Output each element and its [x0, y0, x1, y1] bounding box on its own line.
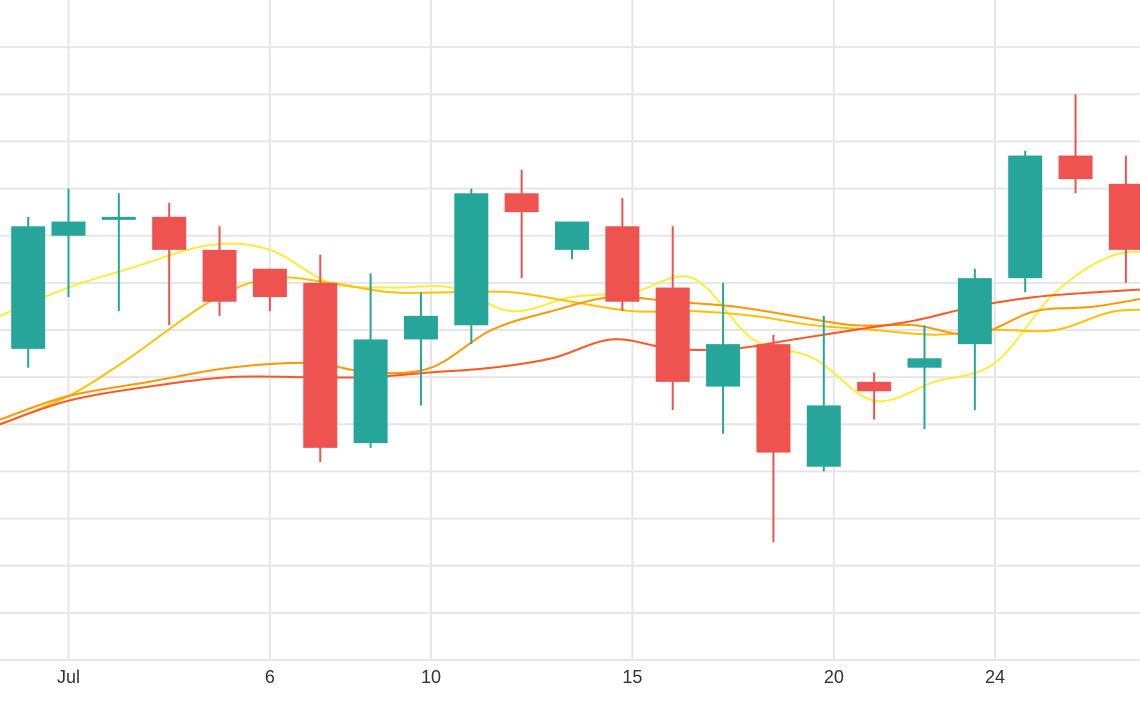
candle-body	[252, 268, 287, 297]
candle-10	[454, 188, 489, 345]
x-tick-label: 20	[824, 667, 844, 687]
grid-lines	[0, 0, 1140, 661]
candle-body	[101, 216, 136, 220]
candle-16	[756, 334, 791, 543]
candle-19	[907, 325, 942, 429]
candle-body	[907, 358, 942, 368]
candle-4	[152, 202, 187, 326]
x-tick-label: 6	[265, 667, 275, 687]
candle-body	[806, 405, 841, 467]
candle-23	[1108, 155, 1140, 283]
candle-body	[756, 344, 791, 453]
candle-8	[353, 273, 388, 448]
candle-body	[857, 381, 892, 392]
candle-body	[403, 315, 438, 340]
candle-body	[1058, 155, 1093, 180]
x-axis-ticks: Jul 6 10 15 20 24	[57, 667, 1005, 687]
candle-13	[605, 198, 640, 312]
candle-18	[857, 372, 892, 420]
candle-body	[555, 221, 590, 250]
candle-body	[11, 226, 46, 349]
candle-body	[303, 282, 338, 448]
candle-7	[303, 254, 338, 462]
candle-body	[454, 193, 489, 326]
x-tick-label: 10	[421, 667, 441, 687]
candle-9	[403, 292, 438, 406]
candle-body	[51, 221, 86, 236]
candle-body	[152, 216, 187, 250]
candle-body	[1108, 183, 1140, 250]
candle-body	[202, 249, 237, 302]
x-tick-label: Jul	[57, 667, 80, 687]
candle-1	[11, 216, 46, 368]
candle-body	[605, 226, 640, 302]
candle-body	[957, 278, 992, 345]
candle-5	[202, 226, 237, 316]
candle-body	[504, 193, 539, 213]
candle-22	[1058, 94, 1093, 194]
candle-15	[706, 282, 741, 434]
x-tick-label: 24	[985, 667, 1005, 687]
candle-body	[1008, 155, 1043, 279]
x-tick-label: 15	[622, 667, 642, 687]
candle-2	[51, 188, 86, 297]
candle-17	[806, 315, 841, 472]
candle-14	[655, 226, 690, 411]
candles	[11, 94, 1140, 543]
candle-21	[1008, 150, 1043, 293]
candle-body	[655, 287, 690, 382]
candle-6	[252, 268, 287, 312]
candle-body	[706, 344, 741, 387]
candle-20	[957, 268, 992, 411]
candle-12	[555, 221, 590, 260]
candle-3	[101, 193, 136, 312]
candle-body	[353, 339, 388, 444]
candle-11	[504, 169, 539, 279]
